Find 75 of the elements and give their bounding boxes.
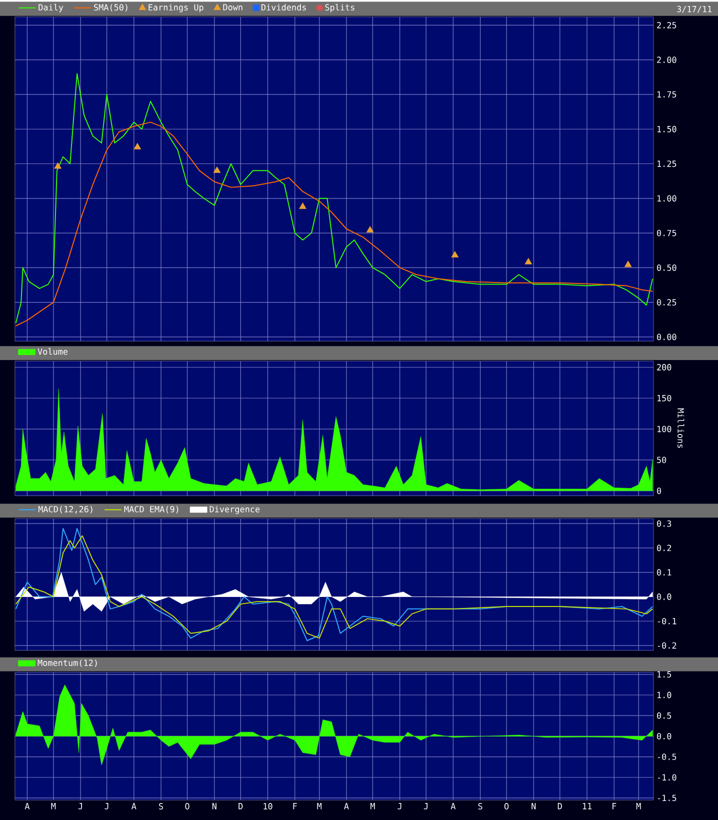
point	[54, 162, 62, 169]
point	[624, 260, 632, 268]
x-tick-label: M	[636, 803, 641, 810]
legend-label: SMA(50)	[94, 4, 128, 12]
y-tick-label: 2.00	[656, 56, 676, 64]
x-tick-label: O	[185, 803, 190, 810]
point	[134, 142, 141, 150]
x-tick-label: A	[450, 803, 456, 810]
x-tick-label: S	[478, 803, 482, 810]
legend-label: Daily	[38, 4, 64, 12]
y-tick-label: -1.5	[658, 794, 676, 802]
y-tick-label: -1.0	[658, 774, 676, 781]
y-tick-label: -0.1	[658, 618, 676, 624]
legend-label: Dividends	[261, 4, 306, 11]
legend-label: Earnings Up	[148, 4, 204, 12]
y-tick-label: 0.00	[656, 334, 676, 340]
legend-label: Divergence	[210, 506, 260, 514]
x-tick-label: J	[398, 803, 402, 810]
x-tick-label: 10	[264, 803, 272, 810]
x-tick-label: A	[131, 803, 136, 810]
x-tick-label: M	[370, 803, 375, 810]
y-axis-title: Millions	[677, 408, 684, 448]
y-tick-label: 1.75	[657, 91, 676, 98]
x-tick-label: J	[424, 803, 428, 810]
x-tick-label: D	[238, 803, 243, 810]
y-tick-label: -0.5	[658, 754, 676, 760]
y-tick-label: 2.25	[656, 22, 676, 28]
point	[451, 251, 458, 258]
y-tick-label: 1.00	[657, 195, 676, 202]
x-tick-label: M	[317, 803, 322, 810]
y-tick-label: 0.0	[656, 733, 672, 740]
text: 3/17/11	[676, 6, 712, 13]
y-tick-label: 0.25	[656, 299, 676, 306]
y-tick-label: 0.0	[656, 594, 672, 600]
y-tick-label: 1.50	[657, 126, 676, 132]
y-tick-label: 0.1	[656, 569, 672, 576]
x-tick-label: F	[612, 803, 616, 810]
y-tick-label: 100	[657, 426, 672, 432]
point	[524, 258, 532, 264]
y-tick-label: 0.3	[656, 520, 671, 527]
legend-label: MACD(12,26)	[38, 506, 92, 514]
x-tick-label: 11	[582, 803, 592, 810]
x-tick-label: N	[212, 803, 216, 810]
line-series	[15, 73, 653, 324]
y-tick-label: 0.2	[656, 544, 671, 552]
legend-label: MACD EMA(9)	[124, 506, 178, 514]
legend-label: Momentum(12)	[38, 659, 97, 668]
x-tick-label: D	[558, 803, 562, 810]
point	[366, 226, 374, 232]
x-tick-label: J	[78, 803, 82, 810]
x-tick-label: F	[293, 803, 297, 810]
x-tick-label: S	[158, 803, 163, 810]
y-tick-label: 0.75	[656, 230, 676, 236]
line-series	[15, 122, 653, 326]
y-tick-label: 50	[656, 456, 666, 464]
x-tick-label: A	[344, 803, 349, 810]
x-tick-label: A	[24, 803, 30, 810]
y-tick-label: 1.5	[657, 671, 671, 678]
point	[298, 202, 306, 209]
x-tick-label: O	[504, 803, 508, 810]
y-tick-label: 0	[656, 488, 661, 494]
legend-label: Down	[223, 4, 242, 10]
y-tick-label: 0.5	[656, 712, 671, 719]
legend-label: Volume	[38, 348, 68, 355]
x-tick-label: M	[51, 803, 56, 810]
y-tick-label: -0.2	[658, 642, 676, 649]
y-tick-label: 200	[656, 364, 672, 370]
x-tick-label: J	[104, 803, 108, 810]
y-tick-label: 1.0	[657, 692, 672, 698]
y-tick-label: 0.50	[656, 264, 676, 271]
point	[213, 166, 221, 173]
y-tick-label: 1.25	[657, 160, 676, 167]
x-tick-label: N	[532, 803, 536, 810]
legend-label: Splits	[325, 4, 354, 12]
y-tick-label: 150	[657, 394, 672, 402]
